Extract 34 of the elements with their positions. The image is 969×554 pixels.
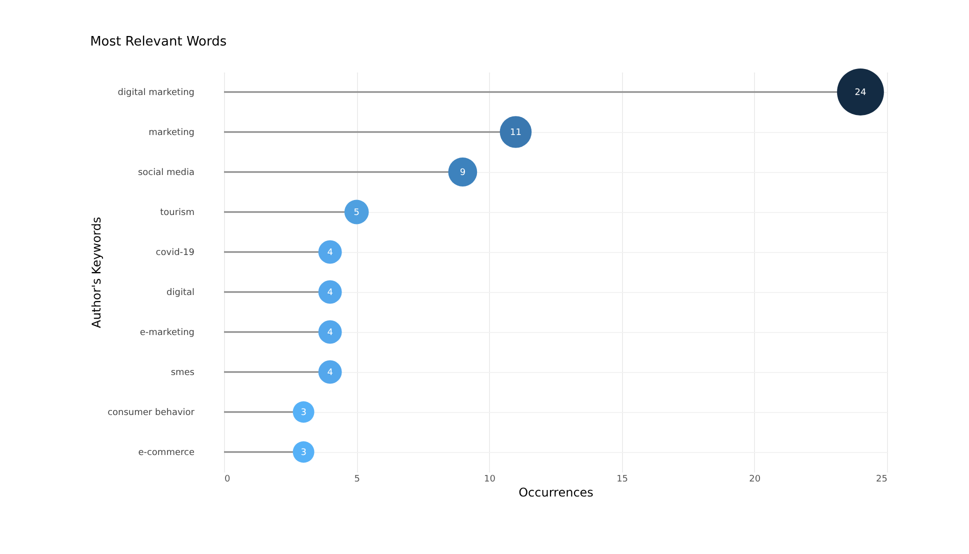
data-label: 9 (460, 168, 466, 178)
data-label: 3 (300, 408, 306, 418)
x-tick-label: 15 (616, 474, 628, 484)
x-tick-label: 5 (354, 474, 360, 484)
y-tick-label: tourism (160, 208, 194, 218)
point (318, 240, 342, 264)
data-label: 5 (354, 208, 360, 218)
y-tick-label: covid-19 (156, 248, 195, 258)
y-tick-label: digital (166, 288, 194, 298)
chart-title: Most Relevant Words (90, 34, 227, 50)
point (318, 280, 342, 304)
y-axis-title: Author's Keywords (90, 216, 104, 328)
point (318, 360, 342, 384)
point (318, 320, 342, 344)
y-tick-label: digital marketing (118, 88, 194, 98)
data-label: 4 (327, 368, 334, 378)
data-label: 4 (327, 328, 334, 338)
y-tick-label: e-commerce (138, 448, 195, 458)
y-tick-label: e-marketing (140, 328, 194, 338)
data-label: 11 (510, 128, 522, 138)
point (344, 200, 369, 224)
data-label: 24 (854, 88, 866, 98)
x-tick-label: 20 (749, 474, 761, 484)
x-axis-title: Occurrences (518, 486, 594, 500)
data-label: 4 (327, 248, 334, 258)
y-tick-label: social media (138, 168, 194, 178)
y-tick-label: marketing (148, 128, 194, 138)
y-tick-label: smes (170, 368, 195, 378)
x-tick-label: 10 (484, 474, 496, 484)
x-tick-label: 0 (224, 474, 230, 484)
data-label: 4 (327, 288, 334, 298)
x-tick-label: 25 (876, 474, 888, 484)
data-label: 3 (300, 448, 306, 458)
y-tick-label: consumer behavior (108, 408, 195, 418)
